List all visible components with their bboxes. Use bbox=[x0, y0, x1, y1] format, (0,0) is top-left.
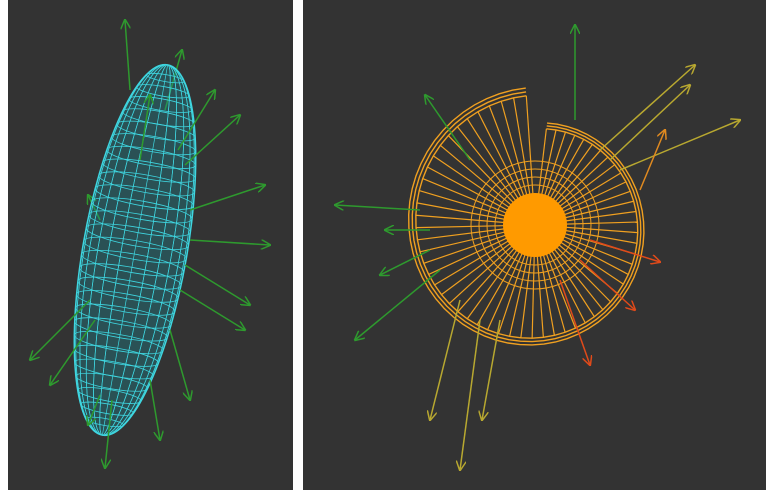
arrow bbox=[189, 239, 270, 245]
latitude-line bbox=[73, 330, 164, 355]
latitude-line bbox=[81, 249, 185, 277]
right-arrows bbox=[335, 25, 740, 470]
inner-ring bbox=[494, 184, 576, 266]
arrow bbox=[179, 289, 245, 330]
latitude-line bbox=[85, 223, 189, 251]
arrow bbox=[425, 95, 471, 161]
latitude-line bbox=[75, 372, 148, 392]
arrow bbox=[589, 239, 660, 262]
spiral-disk bbox=[408, 87, 645, 346]
arrow bbox=[184, 264, 250, 305]
latitude-line bbox=[85, 416, 125, 428]
rim bbox=[408, 87, 645, 346]
latitude-line bbox=[91, 197, 193, 224]
arrow bbox=[189, 185, 265, 211]
inner-ring bbox=[470, 160, 600, 290]
latitude-line bbox=[88, 210, 191, 237]
arrow bbox=[619, 120, 740, 171]
latitude-line bbox=[74, 317, 168, 342]
arrow bbox=[609, 85, 690, 161]
arrow bbox=[125, 20, 131, 91]
arrow bbox=[380, 249, 431, 275]
arrow bbox=[482, 319, 501, 420]
latitude-line bbox=[116, 120, 196, 142]
latitude-line bbox=[111, 133, 197, 156]
rim bbox=[411, 91, 642, 343]
arrow bbox=[599, 65, 695, 151]
latitude-line bbox=[77, 387, 142, 404]
left-arrows-front bbox=[30, 90, 270, 468]
arrow bbox=[169, 329, 190, 400]
longitude-line bbox=[75, 64, 195, 436]
inner-ring bbox=[478, 168, 592, 282]
arrow bbox=[355, 269, 441, 340]
arrow bbox=[149, 379, 160, 440]
arrow bbox=[335, 205, 421, 211]
left-panel bbox=[8, 0, 293, 490]
arrow bbox=[139, 95, 150, 161]
latitude-line bbox=[76, 290, 176, 316]
latitude-line bbox=[73, 344, 159, 367]
arrow bbox=[559, 279, 590, 365]
rim bbox=[415, 95, 639, 339]
arrow bbox=[88, 195, 101, 221]
arrow bbox=[177, 90, 215, 151]
latitude-line bbox=[145, 72, 185, 84]
arrow bbox=[50, 319, 96, 385]
arrow bbox=[430, 299, 461, 420]
latitude-line bbox=[75, 303, 172, 329]
arrow bbox=[184, 115, 240, 166]
latitude-line bbox=[83, 236, 187, 264]
ellipsoid-wireframe bbox=[73, 63, 197, 437]
latitude-line bbox=[80, 401, 134, 416]
latitude-line bbox=[98, 171, 195, 197]
arrow bbox=[105, 399, 113, 468]
arrow bbox=[639, 130, 665, 191]
latitude-line bbox=[79, 263, 182, 290]
arrow bbox=[579, 259, 635, 310]
latitude-line bbox=[77, 276, 179, 303]
latitude-line bbox=[136, 84, 190, 99]
hub bbox=[503, 193, 567, 257]
latitude-line bbox=[102, 158, 196, 183]
inner-ring bbox=[486, 176, 584, 274]
latitude-line bbox=[94, 184, 194, 210]
arrow bbox=[30, 299, 91, 360]
arrow bbox=[460, 319, 481, 470]
latitude-line bbox=[128, 96, 193, 113]
latitude-line bbox=[106, 145, 197, 170]
arrow bbox=[88, 394, 101, 425]
